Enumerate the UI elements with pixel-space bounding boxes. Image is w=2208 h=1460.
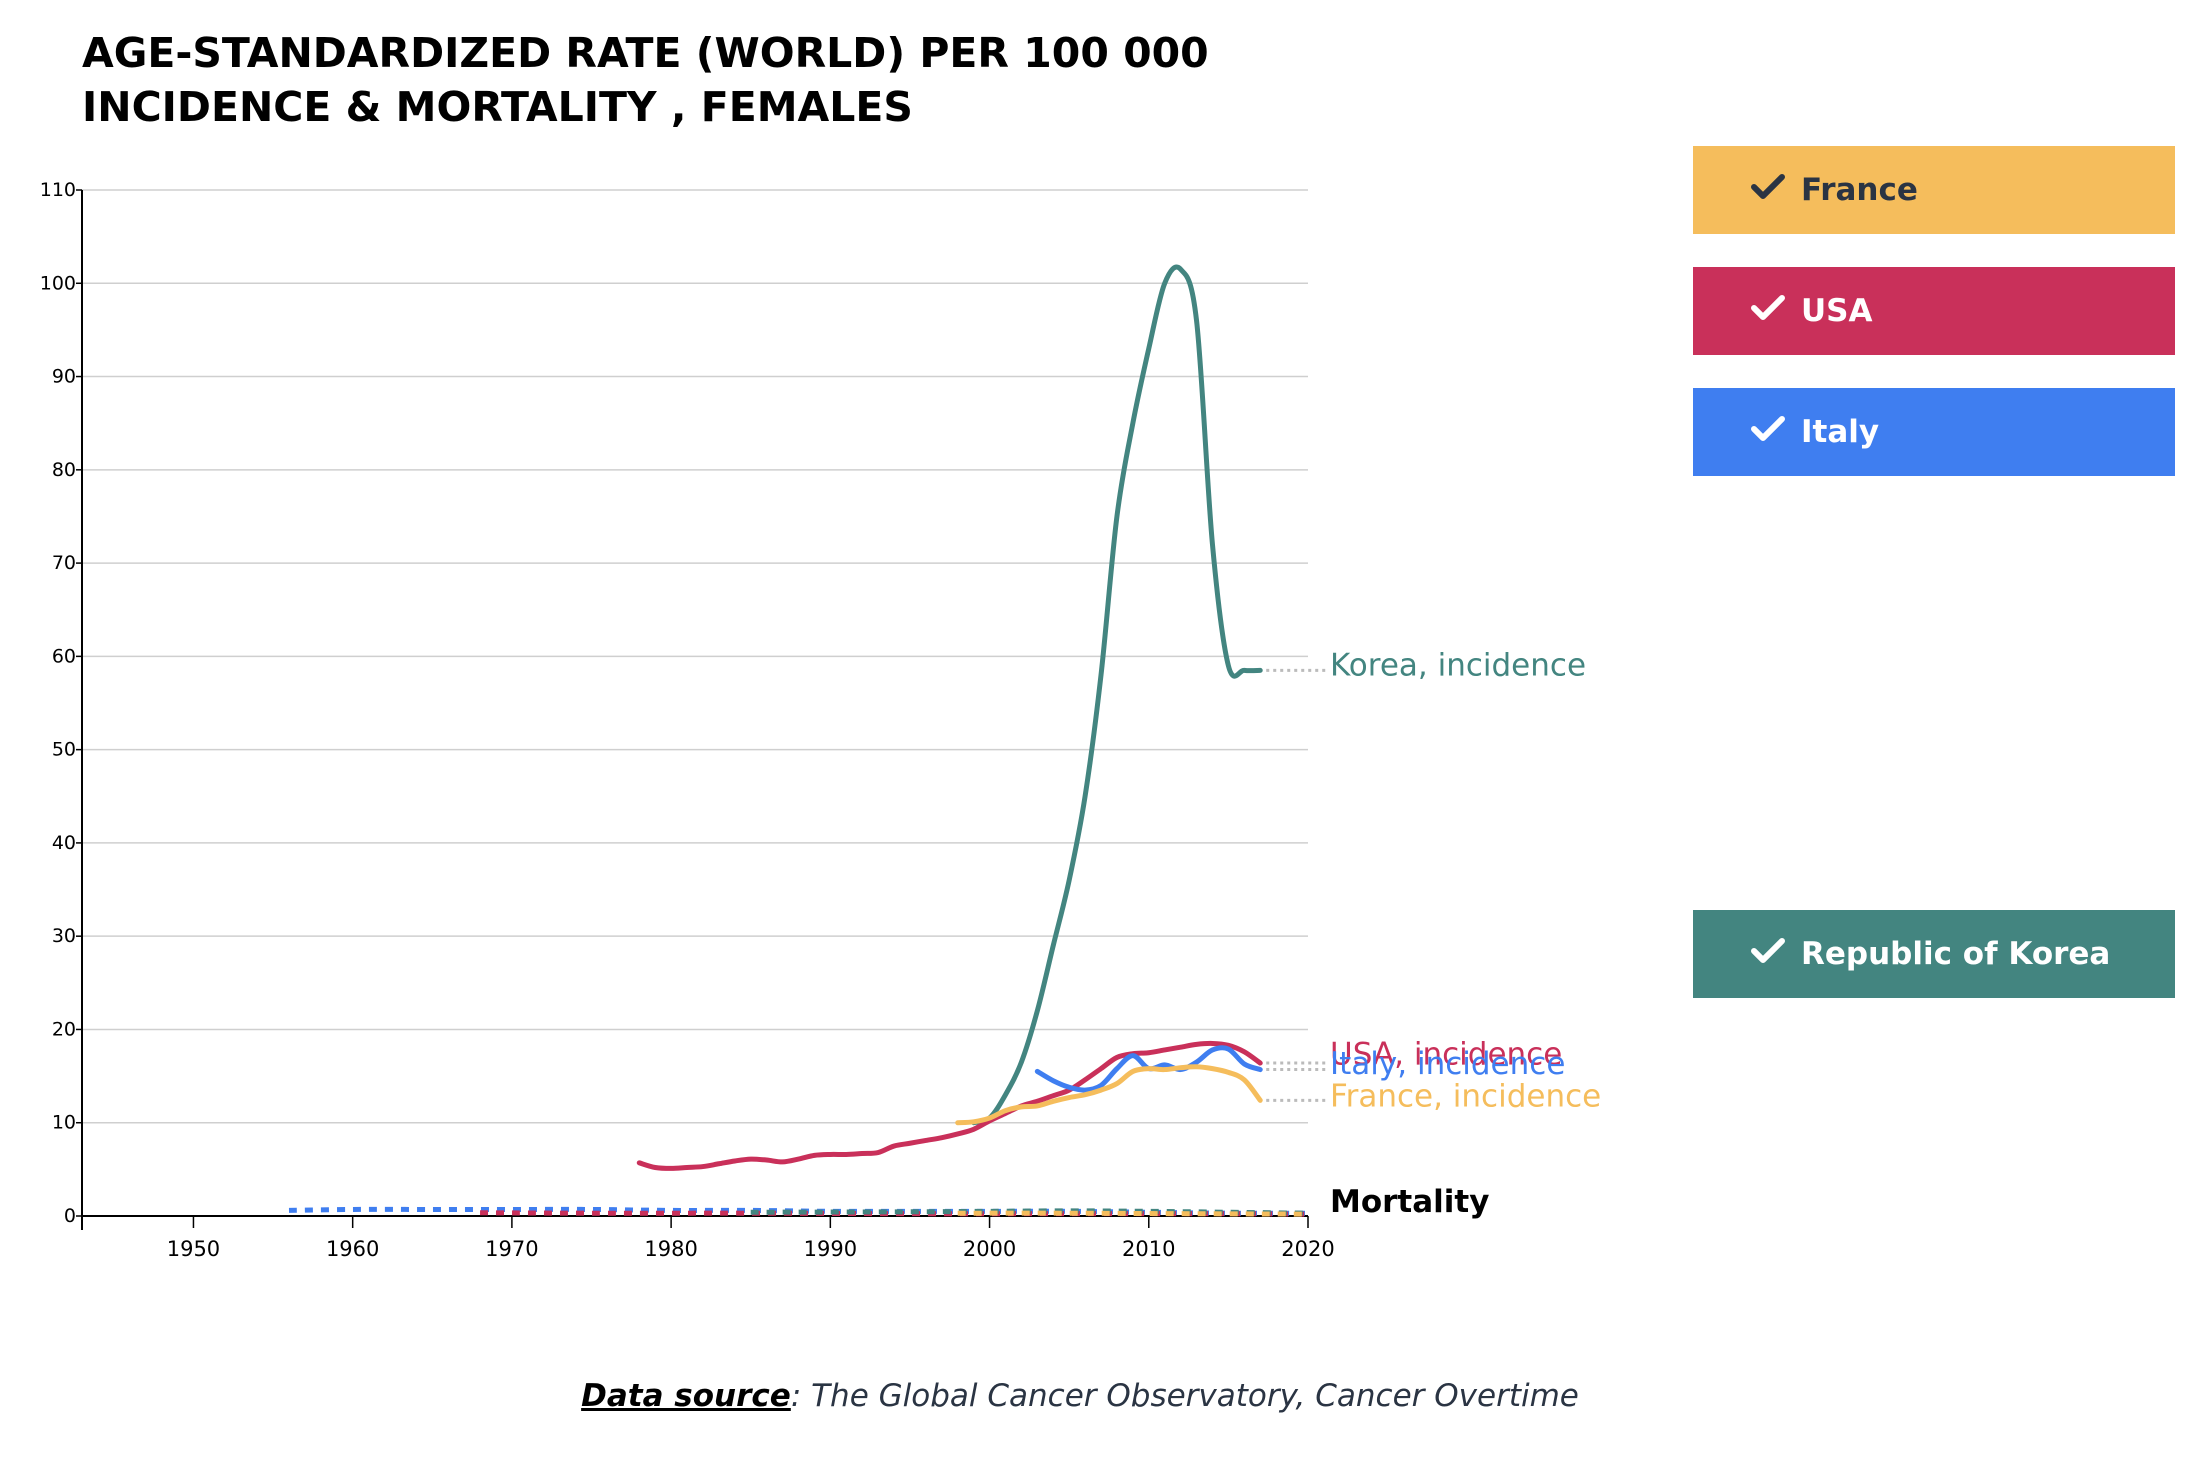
y-tick-label: 90 [52, 366, 76, 388]
chart-title: AGE-STANDARDIZED RATE (WORLD) PER 100 00… [82, 26, 1209, 134]
legend-toggle-italy[interactable]: Italy [1693, 388, 2175, 476]
legend-label-korea: Republic of Korea [1801, 936, 2111, 972]
axes: 0 10 20 30 40 50 60 70 80 90 100 110 1950 1960 1970 198… [40, 179, 1335, 1261]
legend-label-italy: Italy [1801, 414, 1880, 450]
legend-toggle-korea[interactable]: Republic of Korea [1693, 910, 2175, 998]
incidence-line-france [955, 1064, 1263, 1126]
x-tick-label: 2020 [1281, 1237, 1334, 1261]
end-label: Mortality [1330, 1184, 1489, 1220]
y-tick-label: 30 [52, 925, 76, 947]
end-label: France, incidence [1330, 1079, 1601, 1115]
legend-toggle-usa[interactable]: USA [1693, 267, 2175, 355]
x-tick-label: 1970 [485, 1237, 538, 1261]
y-tick-label: 10 [52, 1112, 76, 1134]
incidence-line-usa [636, 1040, 1263, 1171]
end-label: USA, incidence [1330, 1037, 1562, 1073]
check-icon [1751, 172, 1789, 208]
x-tick-label: 1980 [644, 1237, 697, 1261]
y-tick-label: 0 [64, 1205, 76, 1227]
legend-label-france: France [1801, 172, 1918, 208]
chart-title-line-2: INCIDENCE & MORTALITY , FEMALES [82, 83, 913, 131]
data-source-label: Data source [581, 1378, 791, 1414]
line-chart: 0 10 20 30 40 50 60 70 80 90 100 110 1950 1960 1970 198… [40, 179, 1602, 1261]
end-label: Korea, incidence [1330, 648, 1586, 684]
y-tick-label: 70 [52, 552, 76, 574]
y-tick-label: 60 [52, 645, 76, 667]
x-tick-label: 2000 [963, 1237, 1016, 1261]
check-icon [1751, 936, 1789, 972]
mortality-line-france [957, 1210, 1309, 1217]
y-tick-label: 40 [52, 832, 76, 854]
x-tick-label: 1990 [804, 1237, 857, 1261]
legend-toggle-france[interactable]: France [1693, 146, 2175, 234]
check-icon [1751, 293, 1789, 329]
y-tick-label: 20 [52, 1018, 76, 1040]
series-lines [288, 264, 1309, 1217]
x-tick-label: 1960 [326, 1237, 379, 1261]
chart-title-line-1: AGE-STANDARDIZED RATE (WORLD) PER 100 00… [82, 29, 1209, 77]
data-source-text: : The Global Cancer Observatory, Cancer … [790, 1378, 1579, 1414]
y-tick-label: 110 [40, 179, 76, 201]
legend-label-usa: USA [1801, 293, 1873, 329]
y-tick-label: 80 [52, 459, 76, 481]
x-tick-label: 2010 [1122, 1237, 1175, 1261]
incidence-line-korea [971, 264, 1263, 1126]
check-icon [1751, 414, 1789, 450]
x-tick-label: 1950 [167, 1237, 220, 1261]
data-source: Data source: The Global Cancer Observato… [0, 1378, 2160, 1414]
end-label: Italy, incidence [1330, 1046, 1565, 1082]
gridlines [82, 189, 1308, 1124]
y-tick-label: 100 [40, 272, 76, 294]
y-tick-label: 50 [52, 739, 76, 761]
